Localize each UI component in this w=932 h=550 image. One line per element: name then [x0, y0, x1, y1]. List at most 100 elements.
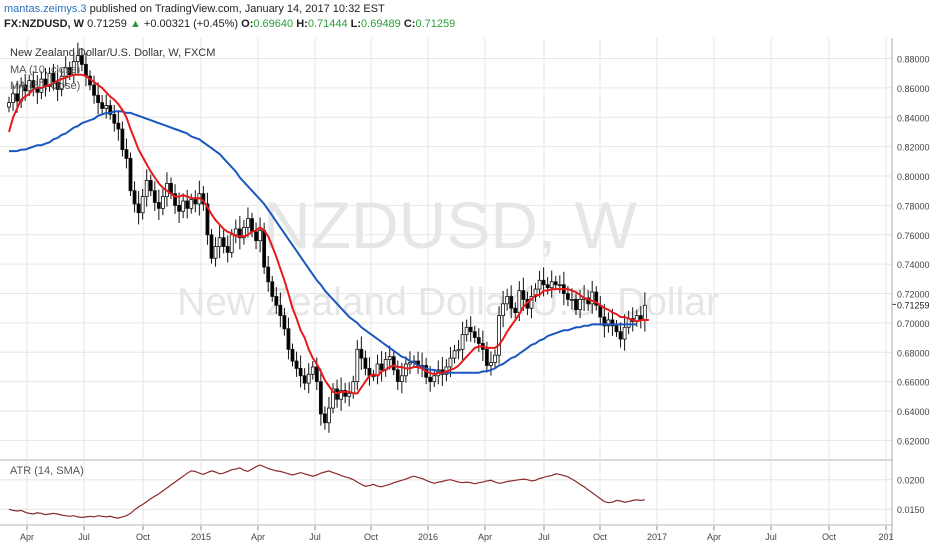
- candle-down: [221, 237, 226, 247]
- candle-up: [493, 354, 497, 363]
- symbol-label: FX:NZDUSD, W: [4, 18, 85, 30]
- candle-down: [100, 102, 105, 109]
- close-value: 0.71259: [415, 18, 456, 30]
- price-change: +0.00321 (+0.45%): [143, 18, 239, 30]
- price-axis: 0.88000 0.86000 0.84000 0.82000 0.80000 0.780…: [897, 55, 930, 447]
- atr-title: ATR (14, SMA): [10, 465, 84, 477]
- price-tick-label: 0.74000: [897, 260, 930, 270]
- candle-down: [136, 203, 141, 214]
- candle-up: [11, 93, 15, 104]
- time-tick-label: Jul: [765, 532, 777, 542]
- main-grid: [0, 38, 892, 537]
- candle-up: [570, 298, 574, 301]
- candle-down: [521, 290, 526, 300]
- candle-up: [104, 105, 109, 109]
- candle-down: [177, 205, 182, 212]
- published-text: published on TradingView.com, January 14…: [89, 3, 385, 15]
- open-label: O:: [241, 18, 254, 30]
- candle-down: [193, 199, 198, 205]
- candle-down: [262, 229, 267, 268]
- candle-down: [395, 369, 400, 383]
- candle-down: [298, 368, 303, 377]
- time-tick-label: Apr: [251, 532, 265, 542]
- main-chart-title: New Zealand Dollar/U.S. Dollar, W, FXCM: [10, 47, 215, 59]
- time-tick-label: Oct: [136, 532, 151, 542]
- candle-up: [351, 381, 356, 394]
- candle-down: [254, 231, 258, 242]
- candle-up: [217, 237, 222, 247]
- candle-up: [140, 196, 145, 214]
- atr-tick-label: 0.0150: [897, 505, 925, 515]
- open-value: 0.69640: [253, 18, 294, 30]
- candle-down: [614, 325, 619, 333]
- candle-down: [31, 80, 36, 89]
- candle-up: [399, 375, 404, 383]
- candle-down: [290, 348, 295, 362]
- candle-down: [294, 360, 299, 369]
- time-tick-label: Jul: [538, 532, 550, 542]
- candle-down: [55, 81, 60, 90]
- atr-tick-label: 0.0200: [897, 476, 925, 486]
- time-tick-label: 2016: [418, 532, 438, 542]
- candle-up: [460, 334, 465, 350]
- candle-down: [108, 105, 113, 115]
- candle-down: [124, 149, 129, 159]
- price-tick-label: 0.70000: [897, 319, 930, 329]
- candle-up: [7, 102, 11, 108]
- atr-line: [8, 464, 645, 519]
- candle-up: [489, 362, 493, 366]
- author-link[interactable]: mantas.zeimys.3: [4, 3, 87, 15]
- candle-down: [80, 55, 84, 65]
- candle-down: [84, 64, 88, 77]
- price-tick-label: 0.82000: [897, 143, 930, 153]
- time-axis: Apr Jul Oct 2015 Apr Jul Oct 2016 Apr Jul Oct 2017 A…: [0, 524, 894, 542]
- candle-up: [408, 362, 412, 365]
- candle-down: [148, 180, 153, 192]
- last-price: 0.71259: [87, 18, 127, 30]
- candle-up: [327, 407, 331, 424]
- candle-down: [96, 94, 100, 104]
- candle-down: [128, 158, 133, 192]
- change-arrow-icon: ▲: [129, 18, 141, 30]
- candle-up: [75, 55, 80, 62]
- candle-down: [116, 122, 121, 130]
- candle-up: [241, 227, 246, 239]
- candle-up: [537, 279, 542, 290]
- candle-down: [286, 328, 291, 350]
- candle-down: [156, 202, 161, 209]
- candle-up: [497, 315, 501, 356]
- candle-down: [51, 72, 56, 83]
- candle-down: [322, 413, 327, 424]
- price-tick-label: 0.72000: [897, 290, 930, 300]
- candle-down: [282, 315, 287, 330]
- candle-down: [270, 281, 275, 297]
- candle-up: [306, 373, 311, 384]
- candle-down: [250, 218, 254, 233]
- legend-ma50: MA (50, close): [10, 80, 80, 92]
- candle-up: [387, 356, 392, 361]
- candle-down: [602, 316, 607, 327]
- candle-down: [237, 228, 242, 239]
- time-tick-label: Jul: [78, 532, 90, 542]
- price-tick-label: 0.86000: [897, 84, 930, 94]
- candle-down: [618, 331, 623, 340]
- price-tick-label: 0.64000: [897, 407, 930, 417]
- candle-down: [152, 190, 157, 203]
- candle-up: [59, 75, 64, 90]
- candle-up: [246, 218, 250, 228]
- candle-up: [371, 375, 376, 378]
- low-label: L:: [350, 18, 362, 30]
- candle-down: [379, 363, 384, 371]
- candle-down: [274, 296, 279, 306]
- price-tick-label: 0.76000: [897, 231, 930, 241]
- candle-up: [47, 72, 52, 87]
- candle-down: [92, 84, 96, 96]
- candle-up: [27, 80, 32, 92]
- candle-down: [67, 66, 72, 76]
- price-tick-label: 0.84000: [897, 113, 930, 123]
- time-tick-label: Oct: [593, 532, 608, 542]
- candle-down: [476, 337, 481, 344]
- candle-up: [606, 319, 611, 327]
- legend: New Zealand Dollar/U.S. Dollar, W, FXCM …: [10, 47, 215, 92]
